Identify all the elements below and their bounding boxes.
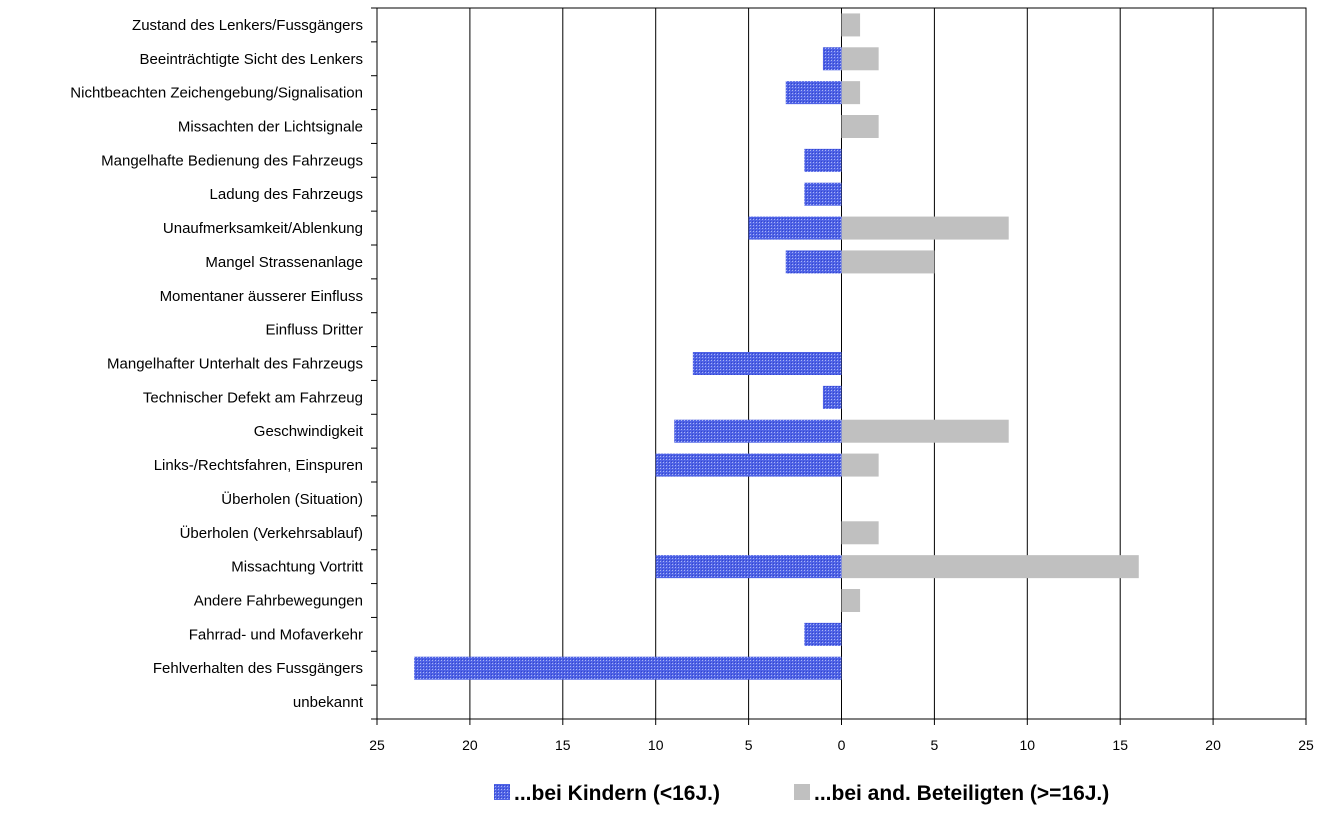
- category-label: Fehlverhalten des Fussgängers: [153, 660, 363, 677]
- legend-swatch-kinder: [494, 784, 510, 800]
- legend-label-andere: ...bei and. Beteiligten (>=16J.): [814, 782, 1109, 805]
- x-tick-label: 10: [648, 737, 664, 753]
- category-label: Geschwindigkeit: [254, 423, 364, 440]
- bar-kinder: [804, 182, 842, 206]
- bar-andere: [841, 115, 879, 138]
- bar-kinder: [785, 81, 842, 105]
- category-label: Mangelhafte Bedienung des Fahrzeugs: [101, 152, 363, 169]
- category-label: Überholen (Situation): [221, 490, 363, 508]
- category-label: Nichtbeachten Zeichengebung/Signalisatio…: [70, 85, 363, 102]
- x-tick-label: 5: [931, 737, 939, 753]
- x-tick-label: 0: [838, 737, 846, 753]
- x-tick-label: 10: [1020, 737, 1036, 753]
- bar-kinder: [822, 47, 842, 71]
- x-tick-label: 25: [1298, 737, 1314, 753]
- bar-andere: [841, 453, 879, 477]
- bar-kinder: [804, 148, 842, 172]
- bar-andere: [841, 555, 1139, 579]
- bar-andere: [841, 47, 879, 71]
- category-label: Andere Fahrbewegungen: [194, 593, 363, 610]
- bar-kinder: [822, 385, 842, 409]
- bar-kinder: [804, 622, 842, 646]
- category-label: Technischer Defekt am Fahrzeug: [143, 389, 363, 406]
- category-label: Momentaner äusserer Einfluss: [160, 288, 363, 305]
- x-tick-label: 20: [462, 737, 478, 753]
- plot-area: Zustand des Lenkers/Fussgängers Beeinträc…: [70, 7, 1314, 753]
- x-tick-label: 5: [745, 737, 753, 753]
- category-label: Missachten der Lichtsignale: [178, 119, 363, 136]
- legend-swatch-andere: [794, 784, 810, 800]
- category-label: Mangel Strassenanlage: [205, 254, 363, 271]
- bar-kinder: [785, 250, 842, 274]
- bar-andere: [841, 250, 935, 274]
- legend-label-kinder: ...bei Kindern (<16J.): [514, 782, 720, 805]
- bar-kinder: [655, 555, 842, 579]
- bar-andere: [841, 81, 861, 105]
- category-label: Zustand des Lenkers/Fussgängers: [132, 17, 363, 34]
- category-label: Überholen (Verkehrsablauf): [180, 524, 363, 542]
- category-label: Links-/Rechtsfahren, Einspuren: [154, 457, 363, 474]
- x-tick-label: 15: [555, 737, 571, 753]
- category-label: Einfluss Dritter: [265, 322, 363, 339]
- category-label: Ladung des Fahrzeugs: [210, 186, 363, 203]
- bar-andere: [841, 216, 1009, 240]
- bar-kinder: [674, 419, 842, 443]
- category-label: Beeinträchtigte Sicht des Lenkers: [140, 51, 363, 68]
- legend: ...bei Kindern (<16J.) ...bei and. Beteil…: [494, 782, 1109, 805]
- x-tick-label: 20: [1205, 737, 1221, 753]
- bar-andere: [841, 521, 879, 545]
- category-label: Mangelhafter Unterhalt des Fahrzeugs: [107, 356, 363, 373]
- x-tick-label: 25: [369, 737, 385, 753]
- bar-kinder: [748, 216, 842, 240]
- category-label: unbekannt: [293, 694, 364, 711]
- bar-kinder: [692, 352, 842, 375]
- bar-andere: [841, 13, 861, 37]
- bar-kinder: [414, 656, 842, 680]
- bar-andere: [841, 589, 861, 612]
- category-label: Fahrrad- und Mofaverkehr: [189, 626, 363, 643]
- bar-andere: [841, 419, 1009, 443]
- category-label: Missachtung Vortritt: [231, 559, 364, 576]
- x-tick-label: 15: [1112, 737, 1128, 753]
- category-label: Unaufmerksamkeit/Ablenkung: [163, 220, 363, 237]
- bar-kinder: [655, 453, 842, 477]
